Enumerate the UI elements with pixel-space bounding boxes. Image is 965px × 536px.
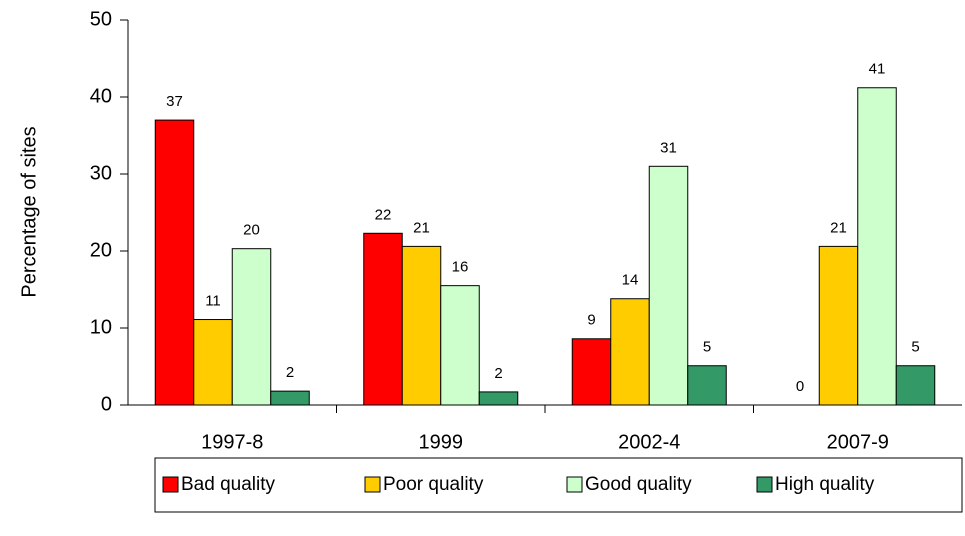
value-label: 14 — [622, 272, 639, 289]
bar — [857, 87, 897, 406]
legend — [154, 457, 963, 513]
x-tick-label: 1999 — [419, 431, 464, 453]
bar — [154, 119, 195, 406]
value-label: 37 — [166, 93, 183, 110]
bar — [231, 248, 272, 406]
value-label: 5 — [911, 339, 919, 356]
value-label: 21 — [830, 219, 847, 236]
legend-swatch — [162, 476, 179, 493]
bar — [478, 391, 519, 406]
y-axis-label: Percentage of sites — [18, 126, 40, 297]
legend-label: High quality — [775, 474, 875, 495]
y-tick-label: 30 — [90, 162, 112, 184]
legend-swatch — [756, 476, 773, 493]
y-tick-label: 20 — [90, 239, 112, 261]
bar — [818, 245, 859, 406]
bar — [687, 365, 727, 406]
value-label: 9 — [587, 312, 595, 329]
bar — [363, 232, 403, 406]
y-tick-label: 40 — [90, 85, 112, 107]
value-label: 31 — [660, 139, 677, 156]
legend-swatch — [566, 476, 583, 493]
value-label: 16 — [452, 259, 469, 276]
value-label: 11 — [205, 292, 221, 309]
value-label: 22 — [375, 206, 392, 223]
bar — [401, 245, 442, 406]
value-label: 2 — [286, 364, 294, 381]
legend-label: Bad quality — [181, 474, 276, 495]
y-tick-label: 10 — [90, 316, 112, 338]
value-label: 0 — [796, 378, 804, 395]
value-label: 5 — [703, 339, 711, 356]
value-label: 20 — [243, 222, 260, 239]
y-tick-label: 0 — [101, 393, 112, 415]
x-tick-label: 2007-9 — [827, 431, 889, 453]
y-tick-label: 50 — [90, 8, 112, 30]
bar — [895, 365, 936, 406]
bar — [648, 165, 689, 406]
bar — [610, 298, 650, 406]
x-tick-label: 2002-4 — [618, 431, 680, 453]
bar — [571, 338, 612, 406]
bar — [270, 390, 310, 406]
bar — [440, 285, 480, 406]
x-tick-label: 1997-8 — [201, 431, 263, 453]
value-label: 21 — [413, 219, 430, 236]
legend-swatch — [364, 476, 381, 493]
value-label: 41 — [869, 61, 886, 78]
value-label: 2 — [494, 365, 502, 382]
legend-label: Good quality — [585, 474, 692, 495]
bar — [193, 319, 233, 406]
legend-label: Poor quality — [383, 474, 484, 495]
